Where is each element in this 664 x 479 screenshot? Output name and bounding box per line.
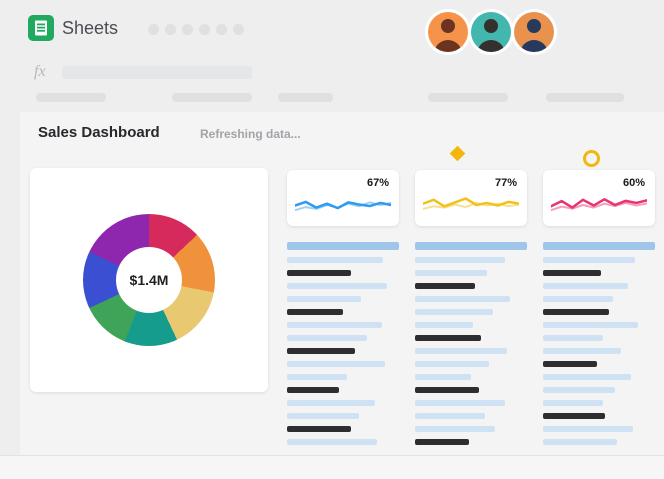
sparkline-chart — [293, 191, 393, 219]
sparkle-ring-icon — [583, 150, 600, 167]
table-row — [415, 296, 510, 302]
table-column — [415, 242, 527, 445]
table-row — [415, 322, 473, 328]
menu-dot-icon[interactable] — [216, 24, 227, 35]
revenue-donut-card: $1.4M — [30, 168, 268, 392]
kpi-value: 60% — [622, 177, 645, 189]
table-row — [415, 413, 485, 419]
sparkline-chart — [421, 191, 521, 219]
menu-dot-icon[interactable] — [233, 24, 244, 35]
placeholder-bar — [172, 93, 252, 102]
fx-icon: fx — [34, 63, 46, 80]
table-row — [287, 387, 339, 393]
dashboard-panel: Sales Dashboard Refreshing data... $1.4M… — [20, 112, 664, 455]
table-row — [287, 400, 375, 406]
avatar[interactable] — [514, 12, 554, 52]
menu-dot-icon[interactable] — [182, 24, 193, 35]
table-row — [543, 400, 603, 406]
placeholder-bar — [36, 93, 106, 102]
table-row — [543, 361, 597, 367]
table-row — [415, 426, 495, 432]
avatar[interactable] — [471, 12, 511, 52]
table-column — [543, 242, 655, 445]
table-row — [543, 374, 631, 380]
table-row — [287, 361, 385, 367]
avatar[interactable] — [428, 12, 468, 52]
table-row — [543, 257, 635, 263]
table-row — [287, 296, 361, 302]
menu-dot-icon[interactable] — [148, 24, 159, 35]
table-row — [415, 257, 505, 263]
table-row — [543, 387, 615, 393]
table-header-bar — [543, 242, 655, 250]
table-row — [415, 283, 475, 289]
table-row — [415, 374, 471, 380]
table-row — [287, 426, 351, 432]
placeholder-bar — [428, 93, 508, 102]
table-row — [415, 309, 493, 315]
table-row — [287, 309, 343, 315]
table-row — [415, 439, 469, 445]
table-row — [287, 335, 367, 341]
table-row — [543, 348, 621, 354]
kpi-card-1: 67% — [287, 170, 399, 226]
table-header-bar — [415, 242, 527, 250]
table-row — [287, 322, 382, 328]
table-row — [543, 413, 605, 419]
page-title: Sales Dashboard — [38, 124, 160, 141]
table-row — [287, 374, 347, 380]
table-row — [543, 283, 628, 289]
table-row — [415, 387, 479, 393]
sheet-tabs-bar — [0, 455, 664, 479]
app-title: Sheets — [62, 18, 119, 38]
kpi-value: 77% — [494, 177, 517, 189]
table-row — [543, 439, 617, 445]
menu-dot-icon[interactable] — [199, 24, 210, 35]
table-row — [287, 257, 383, 263]
table-row — [415, 270, 487, 276]
donut-chart: $1.4M — [83, 214, 215, 346]
table-row — [287, 413, 359, 419]
table-row — [287, 439, 377, 445]
sheets-logo-icon[interactable] — [28, 15, 54, 41]
table-row — [543, 426, 633, 432]
table-column — [287, 242, 399, 445]
formula-input[interactable] — [62, 66, 252, 79]
table-row — [543, 309, 609, 315]
kpi-card-3: 60% — [543, 170, 655, 226]
kpi-value: 67% — [366, 177, 389, 189]
table-row — [543, 322, 638, 328]
table-row — [287, 348, 355, 354]
table-row — [415, 335, 481, 341]
sparkline-chart — [549, 191, 649, 219]
placeholder-bar — [546, 93, 624, 102]
table-row — [415, 361, 489, 367]
refresh-status: Refreshing data... — [200, 127, 301, 141]
table-row — [287, 283, 387, 289]
kpi-card-2: 77% — [415, 170, 527, 226]
table-row — [543, 296, 613, 302]
table-row — [415, 348, 507, 354]
sparkle-diamond-icon — [449, 145, 466, 162]
table-row — [543, 270, 601, 276]
donut-center-value: $1.4M — [129, 272, 169, 288]
placeholder-bar — [278, 93, 333, 102]
table-header-bar — [287, 242, 399, 250]
table-row — [287, 270, 351, 276]
menu-dot-icon[interactable] — [165, 24, 176, 35]
table-row — [415, 400, 505, 406]
table-row — [543, 335, 603, 341]
donut-hole: $1.4M — [116, 247, 182, 313]
